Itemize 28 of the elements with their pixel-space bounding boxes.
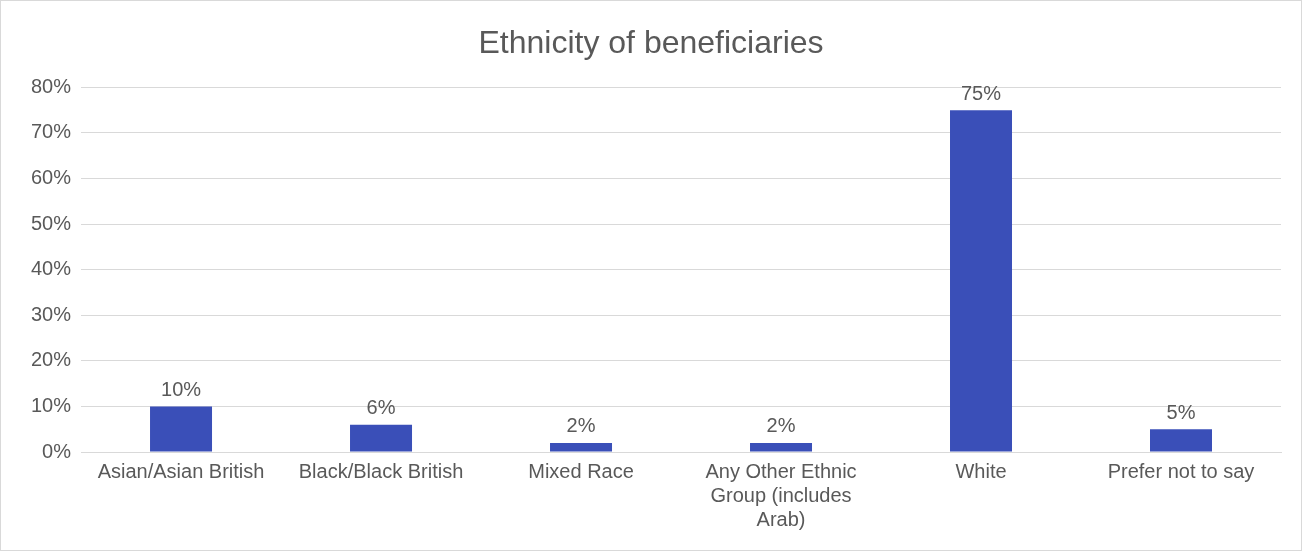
y-tick-label: 30% — [31, 302, 72, 325]
bar — [550, 442, 613, 452]
y-tick-label: 10% — [31, 393, 72, 416]
y-tick-label: 60% — [31, 166, 72, 189]
y-tick-label: 70% — [31, 120, 72, 143]
data-label: 10% — [161, 377, 202, 400]
y-tick-label: 20% — [31, 348, 72, 371]
bar — [350, 424, 413, 452]
x-tick-label: White — [955, 459, 1007, 482]
y-tick-label: 0% — [42, 439, 72, 462]
y-tick-label: 50% — [31, 211, 72, 234]
bar — [750, 442, 813, 452]
data-label: 5% — [1166, 400, 1196, 423]
bar — [950, 110, 1013, 452]
data-label: 2% — [766, 414, 796, 437]
data-label: 2% — [566, 414, 596, 437]
y-tick-label: 40% — [31, 257, 72, 280]
x-tick-label: Mixed Race — [528, 459, 634, 482]
bar — [150, 406, 213, 452]
x-tick-label: Prefer not to say — [1107, 459, 1255, 482]
data-label: 6% — [366, 396, 396, 419]
chart-title: Ethnicity of beneficiaries — [478, 24, 824, 61]
bar — [1150, 429, 1212, 452]
data-label: 75% — [960, 81, 1002, 104]
x-tick-label: Any Other Ethnic Group (includes Arab) — [705, 459, 857, 530]
y-tick-label: 80% — [31, 74, 72, 97]
x-tick-label: Black/Black British — [298, 459, 464, 482]
x-tick-label: Asian/Asian British — [97, 459, 265, 482]
